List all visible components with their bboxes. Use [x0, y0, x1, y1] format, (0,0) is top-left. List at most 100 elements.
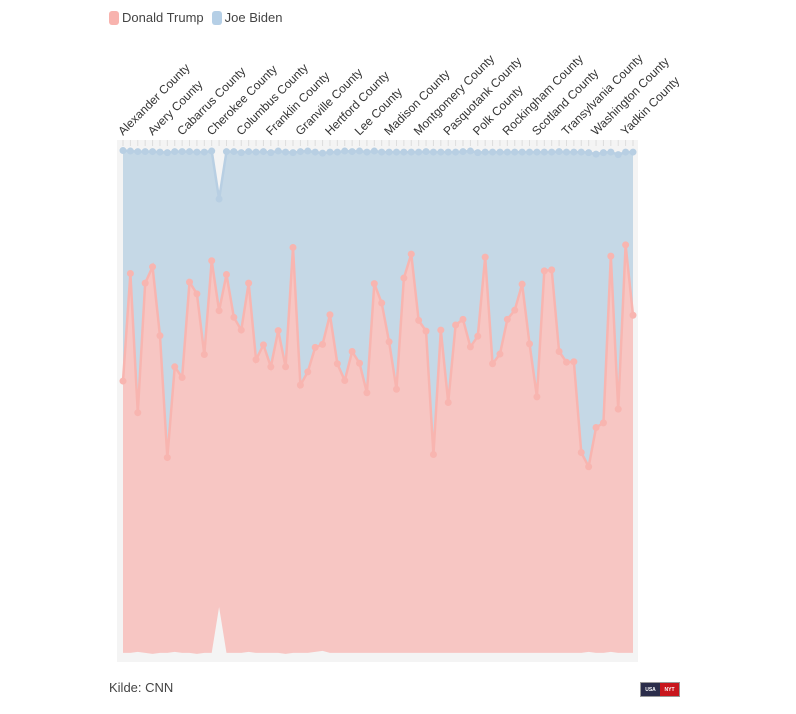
point-biden	[252, 148, 260, 156]
point-biden	[533, 148, 541, 156]
point-biden	[400, 148, 408, 156]
line-trump	[121, 244, 635, 471]
point-trump	[289, 243, 297, 251]
point-biden	[548, 148, 556, 156]
point-biden	[481, 148, 489, 156]
point-biden	[370, 147, 378, 155]
logo-left: USA	[641, 683, 660, 696]
point-biden	[186, 148, 194, 156]
point-trump	[614, 405, 622, 413]
point-trump	[171, 363, 179, 371]
point-trump	[186, 278, 194, 286]
point-trump	[511, 306, 519, 314]
point-trump	[392, 385, 400, 393]
point-trump	[348, 347, 356, 355]
point-trump	[245, 279, 253, 287]
point-biden	[422, 148, 430, 156]
point-biden	[200, 148, 208, 156]
point-trump	[208, 257, 216, 265]
point-biden	[607, 148, 615, 156]
point-trump	[526, 340, 534, 348]
point-biden	[319, 149, 327, 157]
point-biden	[193, 148, 201, 156]
point-trump	[259, 341, 267, 349]
point-biden	[230, 148, 238, 156]
point-trump	[518, 280, 526, 288]
point-trump	[230, 313, 238, 321]
point-biden	[208, 147, 216, 155]
point-biden	[215, 195, 223, 203]
point-biden	[356, 147, 364, 155]
point-trump	[407, 250, 415, 258]
point-biden	[437, 148, 445, 156]
legend-item-biden[interactable]: Joe Biden	[211, 10, 283, 25]
point-trump	[126, 269, 134, 277]
point-biden	[289, 149, 297, 157]
point-biden	[452, 148, 460, 156]
point-biden	[237, 149, 245, 157]
point-biden	[599, 149, 607, 157]
point-trump	[274, 327, 282, 335]
point-trump	[296, 381, 304, 389]
point-trump	[599, 419, 607, 427]
point-trump	[163, 454, 171, 462]
legend-label-trump: Donald Trump	[122, 10, 204, 25]
point-biden	[622, 148, 630, 156]
point-biden	[163, 149, 171, 157]
point-trump	[577, 448, 585, 456]
point-trump	[459, 315, 467, 323]
point-biden	[466, 147, 474, 155]
point-trump	[481, 253, 489, 261]
point-biden	[585, 149, 593, 157]
point-biden	[259, 148, 267, 156]
point-trump	[474, 332, 482, 340]
point-biden	[444, 148, 452, 156]
point-trump	[540, 267, 548, 275]
point-trump	[429, 451, 437, 459]
source-note: Kilde: CNN	[109, 680, 174, 695]
point-trump	[193, 290, 201, 298]
point-trump	[311, 343, 319, 351]
logo: USA NYT	[640, 682, 680, 697]
logo-right: NYT	[660, 683, 679, 696]
point-trump	[452, 321, 460, 329]
point-biden	[518, 148, 526, 156]
point-biden	[429, 148, 437, 156]
point-biden	[333, 148, 341, 156]
point-biden	[511, 148, 519, 156]
point-trump	[585, 463, 593, 471]
point-biden	[385, 148, 393, 156]
point-trump	[385, 338, 393, 346]
point-trump	[503, 315, 511, 323]
point-biden	[503, 148, 511, 156]
area-biden	[123, 150, 633, 467]
point-trump	[622, 241, 630, 249]
point-trump	[496, 350, 504, 358]
point-biden	[126, 147, 134, 155]
point-biden	[496, 148, 504, 156]
legend-label-biden: Joe Biden	[224, 10, 283, 25]
point-biden	[119, 147, 127, 155]
point-trump	[444, 398, 452, 406]
point-biden	[592, 150, 600, 158]
point-trump	[489, 360, 497, 368]
point-trump	[363, 389, 371, 397]
point-biden	[341, 147, 349, 155]
legend-item-trump[interactable]: Donald Trump	[109, 10, 204, 25]
point-biden	[245, 148, 253, 156]
point-trump	[370, 280, 378, 288]
point-trump	[555, 347, 563, 355]
point-biden	[407, 148, 415, 156]
point-trump	[156, 332, 164, 340]
point-trump	[562, 358, 570, 366]
point-biden	[156, 148, 164, 156]
point-trump	[134, 409, 142, 417]
point-biden	[577, 148, 585, 156]
point-biden	[296, 148, 304, 156]
point-biden	[555, 148, 563, 156]
point-biden	[378, 148, 386, 156]
point-trump	[304, 368, 312, 376]
point-trump	[333, 360, 341, 368]
area-trump	[123, 244, 633, 654]
line-biden	[122, 149, 633, 200]
